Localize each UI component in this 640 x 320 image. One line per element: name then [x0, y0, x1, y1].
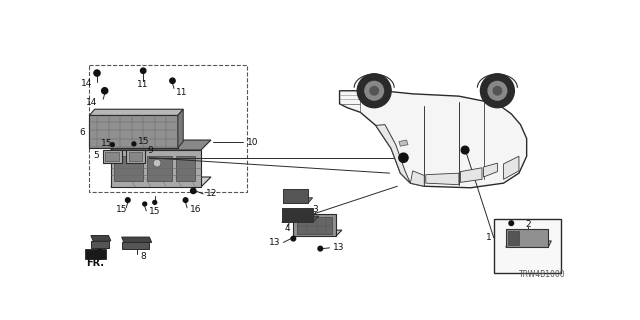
- Text: 14: 14: [81, 78, 92, 88]
- Bar: [493, 219, 561, 273]
- Circle shape: [509, 221, 513, 226]
- Circle shape: [399, 153, 408, 162]
- Polygon shape: [178, 109, 183, 148]
- Circle shape: [488, 82, 507, 100]
- Circle shape: [170, 78, 175, 84]
- Text: 8: 8: [140, 252, 146, 261]
- Circle shape: [291, 236, 296, 241]
- Text: 11: 11: [175, 88, 187, 97]
- Text: 15: 15: [101, 139, 113, 148]
- Text: 1: 1: [486, 233, 492, 242]
- Text: 11: 11: [138, 80, 149, 89]
- Polygon shape: [293, 230, 342, 236]
- Polygon shape: [410, 171, 424, 186]
- Polygon shape: [504, 156, 519, 179]
- Text: 13: 13: [333, 243, 344, 252]
- Text: 5: 5: [93, 151, 99, 160]
- Text: TRW4B1000: TRW4B1000: [518, 270, 565, 279]
- Circle shape: [153, 159, 161, 167]
- Polygon shape: [506, 241, 551, 247]
- Text: 15: 15: [138, 137, 149, 146]
- Circle shape: [125, 198, 130, 203]
- Bar: [114, 156, 143, 181]
- Text: 12: 12: [206, 189, 218, 198]
- Bar: [508, 231, 519, 245]
- Polygon shape: [506, 228, 548, 247]
- Circle shape: [370, 86, 378, 95]
- Polygon shape: [284, 188, 308, 203]
- Polygon shape: [399, 140, 408, 146]
- Polygon shape: [90, 109, 183, 116]
- Polygon shape: [376, 124, 410, 183]
- Polygon shape: [111, 140, 211, 150]
- Text: 14: 14: [86, 98, 97, 107]
- Polygon shape: [426, 173, 459, 185]
- Text: 3: 3: [312, 205, 318, 214]
- Text: 4: 4: [284, 224, 290, 233]
- Polygon shape: [282, 216, 319, 222]
- Text: 2: 2: [525, 220, 531, 229]
- Text: 10: 10: [247, 138, 259, 147]
- Bar: [147, 156, 172, 181]
- Bar: [126, 150, 145, 163]
- Polygon shape: [86, 249, 106, 259]
- Text: 6: 6: [80, 128, 86, 137]
- Circle shape: [461, 146, 469, 154]
- Text: 7: 7: [95, 251, 101, 260]
- Bar: [297, 217, 332, 234]
- Bar: [103, 150, 122, 163]
- Polygon shape: [91, 241, 109, 248]
- Polygon shape: [293, 214, 336, 236]
- Polygon shape: [284, 198, 312, 203]
- Circle shape: [493, 86, 502, 95]
- Circle shape: [132, 142, 136, 146]
- Circle shape: [191, 188, 196, 194]
- Circle shape: [111, 143, 115, 147]
- Text: FR.: FR.: [86, 258, 104, 268]
- Bar: [90, 116, 178, 148]
- Polygon shape: [111, 177, 211, 187]
- Polygon shape: [122, 243, 149, 249]
- Circle shape: [318, 246, 323, 251]
- Polygon shape: [282, 208, 312, 222]
- Text: 13: 13: [269, 238, 280, 247]
- Polygon shape: [111, 150, 201, 187]
- Circle shape: [481, 74, 515, 108]
- Circle shape: [141, 68, 146, 73]
- Bar: [175, 156, 195, 181]
- Circle shape: [102, 88, 108, 94]
- Circle shape: [357, 74, 391, 108]
- Bar: [129, 152, 141, 161]
- Text: 15: 15: [149, 207, 161, 216]
- Polygon shape: [91, 236, 111, 241]
- Text: 4: 4: [293, 190, 298, 199]
- Bar: [90, 65, 247, 192]
- Polygon shape: [340, 91, 527, 188]
- Text: 9: 9: [148, 146, 154, 155]
- Polygon shape: [484, 163, 497, 177]
- Bar: [106, 152, 118, 161]
- Circle shape: [143, 202, 147, 206]
- Polygon shape: [460, 168, 482, 182]
- Circle shape: [94, 70, 100, 76]
- Text: 16: 16: [190, 205, 202, 214]
- Text: 15: 15: [116, 205, 127, 214]
- Polygon shape: [122, 237, 152, 243]
- Circle shape: [183, 198, 188, 203]
- Circle shape: [365, 82, 383, 100]
- Circle shape: [153, 201, 157, 204]
